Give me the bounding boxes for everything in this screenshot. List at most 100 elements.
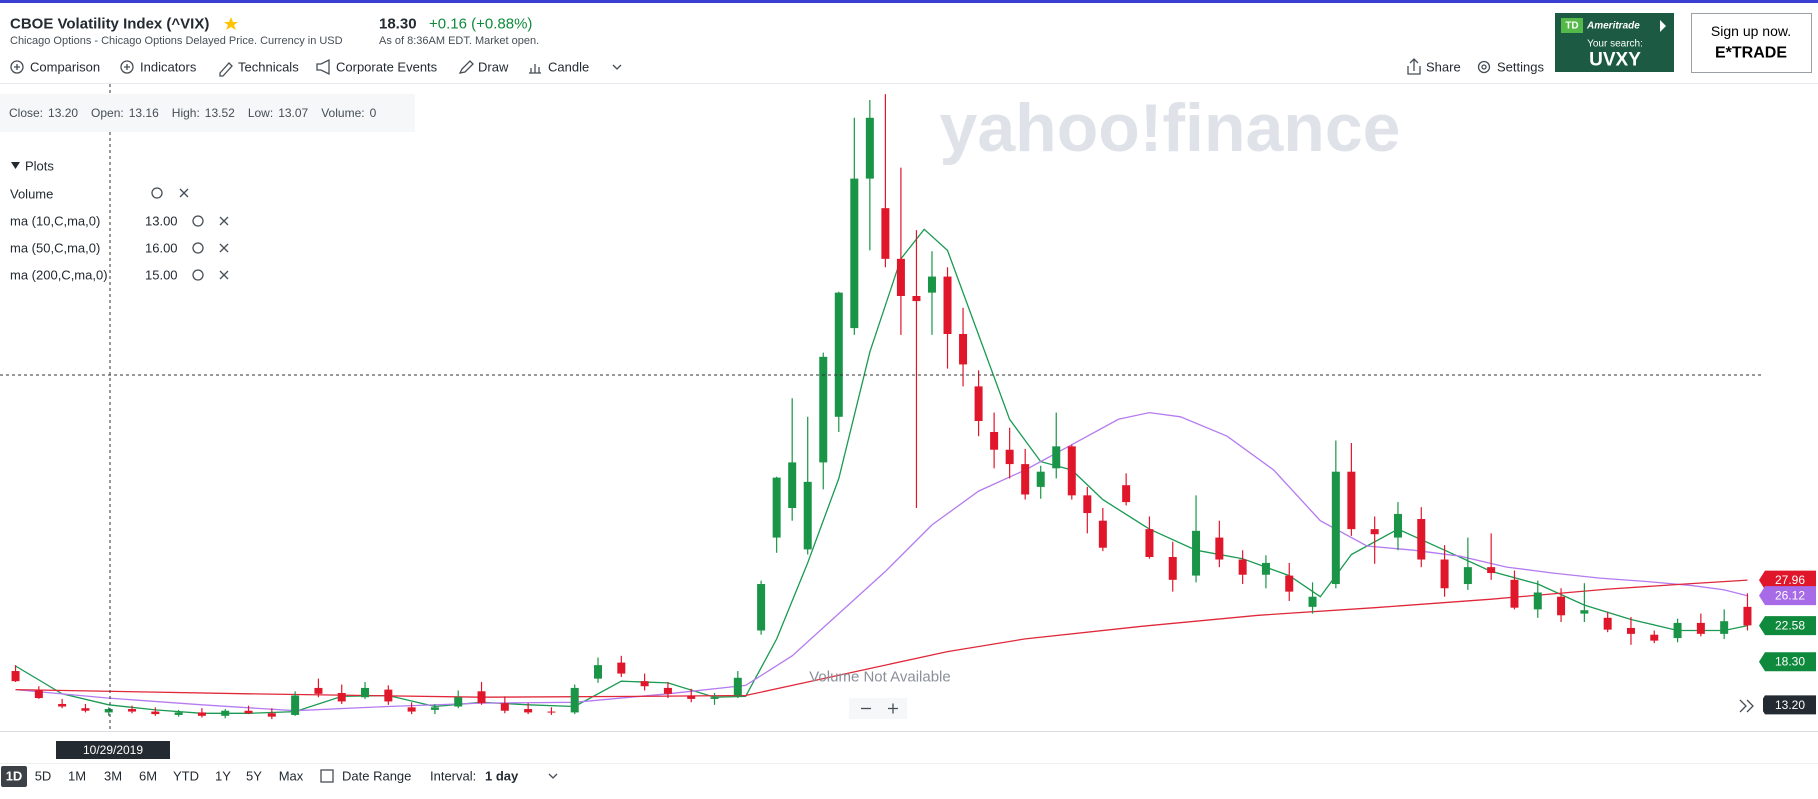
crosshair-date-box [56,741,170,759]
candle-body [314,687,323,694]
settings-icon [1477,60,1491,74]
candle-body [104,709,113,713]
watchlist-star[interactable] [224,17,238,30]
candle-body [337,692,346,702]
range-button[interactable]: Max [279,769,304,784]
candle-body [1308,596,1317,607]
candle-body [1370,529,1379,535]
candle-body [1331,471,1340,585]
candle-body [1215,537,1224,560]
candle-body [772,477,781,538]
ohlc-label: Low: [248,106,273,120]
ad-logo: E*TRADE [1715,45,1787,62]
range-button[interactable]: 5D [35,769,52,784]
price-tag-label: 27.96 [1775,573,1805,587]
ohlc-label: Close: [9,106,43,120]
range-selected [1,766,27,787]
plot-settings[interactable] [151,187,163,199]
ohlc-value: 13.20 [48,106,78,120]
candle-body [570,687,579,713]
zoom-in[interactable] [888,703,898,714]
candle-body [1440,559,1449,589]
scroll-latest[interactable] [1731,693,1763,719]
candle-body [617,662,626,674]
candle-body [407,707,416,712]
candle-body [1673,622,1682,639]
candle-body [1145,529,1154,558]
range-button[interactable]: 1M [68,769,86,784]
range-button[interactable]: 1Y [215,769,231,784]
price-tag [1759,616,1816,636]
candle-body [1347,471,1356,530]
toolbar-button[interactable]: Draw [478,60,509,75]
ad-text: Sign up now. [1711,23,1791,39]
range-button[interactable]: 6M [139,769,157,784]
ad-symbol: UVXY [1589,50,1641,71]
toolbar-button[interactable]: Indicators [140,60,197,75]
candle-body [850,178,859,329]
plot-remove[interactable] [219,270,229,280]
candle-body [1463,567,1472,585]
settings-icon [1481,64,1487,70]
candle-body [1122,485,1131,503]
plots-panel: Plots Volume [10,159,189,202]
candle-body [1603,617,1612,630]
candle-body [384,689,393,702]
candle-body [430,707,439,710]
toolbar-button[interactable]: Share [1426,60,1461,75]
toolbar-button[interactable]: Corporate Events [336,60,438,75]
toolbar-button[interactable]: Technicals [238,60,299,75]
candle-body [1557,596,1566,616]
candle-body [1580,610,1589,614]
date-range-button[interactable]: Date Range [342,769,411,784]
candle-body [1098,520,1107,548]
ma-line [15,579,1748,698]
candle-body [803,481,812,550]
plot-name: ma (200,C,ma,0) [10,268,108,283]
price-tag [1759,695,1816,715]
candle-body [896,258,905,297]
price-tag-label: 18.30 [1775,655,1805,669]
interval-dropdown[interactable] [548,773,558,779]
ohlc-info-box [0,94,415,132]
plot-rows: ma (10,C,ma,0) 13.00 ma (50,C,ma,0) 16.00 ma… [10,214,229,283]
candle-body [34,690,43,699]
plots-title[interactable]: Plots [25,159,54,174]
ad-td[interactable]: TD Ameritrade Your search: UVXY [1555,13,1674,72]
plot-remove[interactable] [219,216,229,226]
plot-remove[interactable] [179,188,189,198]
candle-body [640,681,649,687]
candle-body [990,431,999,450]
plot-settings[interactable] [192,242,204,254]
range-button[interactable]: YTD [173,769,199,784]
ohlc-info: Close: 13.20 Open: 13.16 High: 13.52 Low: 13.07… [9,106,377,120]
ohlc-value: 0 [370,106,377,120]
candle-body [500,703,509,711]
candle-body [524,709,533,713]
candle-body [710,697,719,699]
toolbar-button[interactable]: Settings [1497,60,1544,75]
chart-type-dropdown[interactable] [612,64,622,70]
range-button[interactable]: 1D [6,769,23,784]
range-button[interactable]: 5Y [246,769,262,784]
candle-body [128,709,137,712]
collapse-arrow[interactable] [11,162,20,169]
plot-settings[interactable] [192,215,204,227]
plot-remove[interactable] [219,243,229,253]
candle-body [788,462,797,509]
toolbar-button[interactable]: Candle [548,60,589,75]
ad-etrade[interactable]: Sign up now. E*TRADE [1691,13,1812,73]
quote-price: 18.30 [379,16,417,33]
top-border [0,0,1818,3]
candle-body [1238,559,1247,575]
plot-settings[interactable] [192,269,204,281]
toolbar: Comparison Indicators Technicals Corpora… [10,58,1544,77]
range-button[interactable]: 3M [104,769,122,784]
ma-line [15,228,1748,714]
candle-body [1650,634,1659,641]
ad-logo-box [1561,18,1583,33]
toolbar-button[interactable]: Comparison [30,60,100,75]
indicators-icon [124,64,130,70]
candle-body [151,711,160,715]
interval-value[interactable]: 1 day [485,769,519,784]
